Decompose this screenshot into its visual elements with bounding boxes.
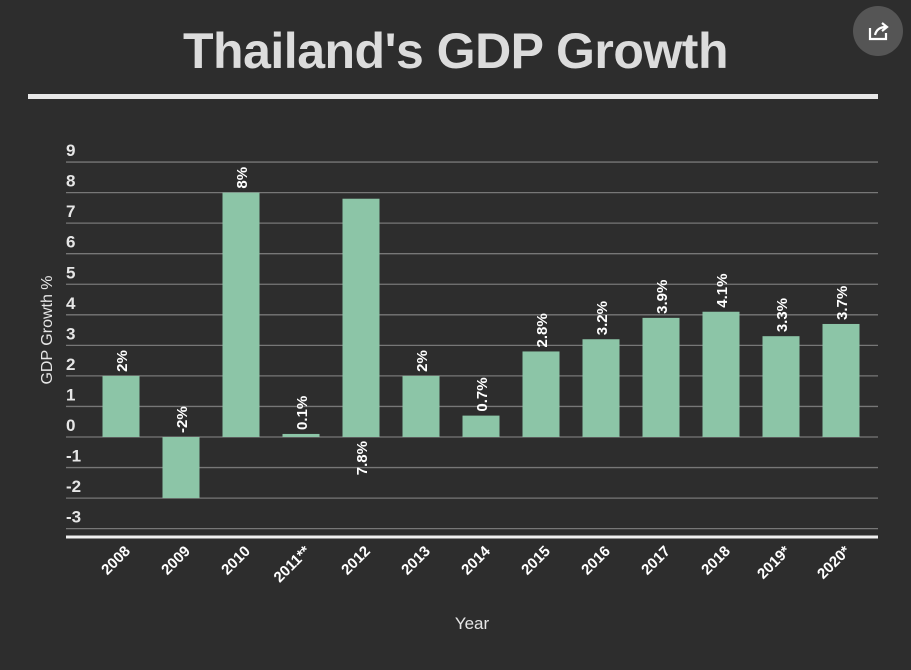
data-label: 2%	[414, 350, 431, 372]
data-label: 8%	[234, 167, 251, 189]
y-axis-label: GDP Growth %	[39, 275, 56, 384]
y-tick-label: 7	[66, 202, 75, 221]
y-tick-label: 3	[66, 324, 75, 343]
x-tick-label: 2008	[98, 543, 134, 579]
bar	[522, 351, 560, 437]
y-tick-label: 9	[66, 141, 75, 160]
bar	[462, 415, 500, 437]
data-label: 3.7%	[834, 286, 851, 320]
y-tick-label: 5	[66, 263, 75, 282]
y-tick-label: -1	[66, 447, 81, 466]
x-tick-label: 2018	[698, 543, 734, 579]
data-label: 7.8%	[354, 441, 371, 475]
y-tick-label: 2	[66, 355, 75, 374]
y-tick-label: 0	[66, 416, 75, 435]
x-tick-label: 2019*	[754, 543, 794, 583]
bar	[402, 375, 440, 437]
y-tick-label: -3	[66, 508, 81, 527]
bar	[582, 339, 620, 437]
data-label: 3.3%	[774, 298, 791, 332]
bar	[222, 192, 260, 437]
bar	[342, 198, 380, 437]
y-tick-label: -2	[66, 477, 81, 496]
data-label: -2%	[174, 406, 191, 433]
x-tick-label: 2010	[218, 543, 254, 579]
x-tick-label: 2012	[338, 543, 374, 579]
y-tick-label: 6	[66, 233, 75, 252]
x-tick-label: 2013	[398, 543, 434, 579]
y-tick-label: 8	[66, 172, 75, 191]
x-tick-label: 2009	[158, 543, 194, 579]
bar	[102, 375, 140, 437]
bar	[282, 433, 320, 437]
x-tick-label: 2015	[518, 543, 554, 579]
x-tick-label: 2016	[578, 543, 614, 579]
x-tick-label: 2020*	[814, 543, 854, 583]
data-label: 2.8%	[534, 313, 551, 347]
x-axis-label: Year	[455, 614, 490, 633]
chart-title: Thailand's GDP Growth	[183, 23, 728, 79]
data-label: 2%	[114, 350, 131, 372]
data-label: 0.7%	[474, 377, 491, 411]
share-button[interactable]	[853, 6, 903, 56]
title-divider	[28, 94, 878, 99]
x-tick-label: 2017	[638, 543, 674, 579]
bar	[642, 317, 680, 437]
data-label: 3.9%	[654, 280, 671, 314]
data-label: 0.1%	[294, 396, 311, 430]
x-tick-label: 2011**	[271, 543, 314, 586]
data-label: 4.1%	[714, 274, 731, 308]
bar	[822, 323, 860, 437]
share-icon	[868, 22, 889, 41]
bar	[762, 336, 800, 437]
data-label: 3.2%	[594, 301, 611, 335]
bar	[702, 311, 740, 437]
y-tick-label: 1	[66, 385, 75, 404]
bar	[162, 437, 200, 499]
y-tick-label: 4	[66, 294, 76, 313]
x-tick-label: 2014	[458, 542, 494, 578]
